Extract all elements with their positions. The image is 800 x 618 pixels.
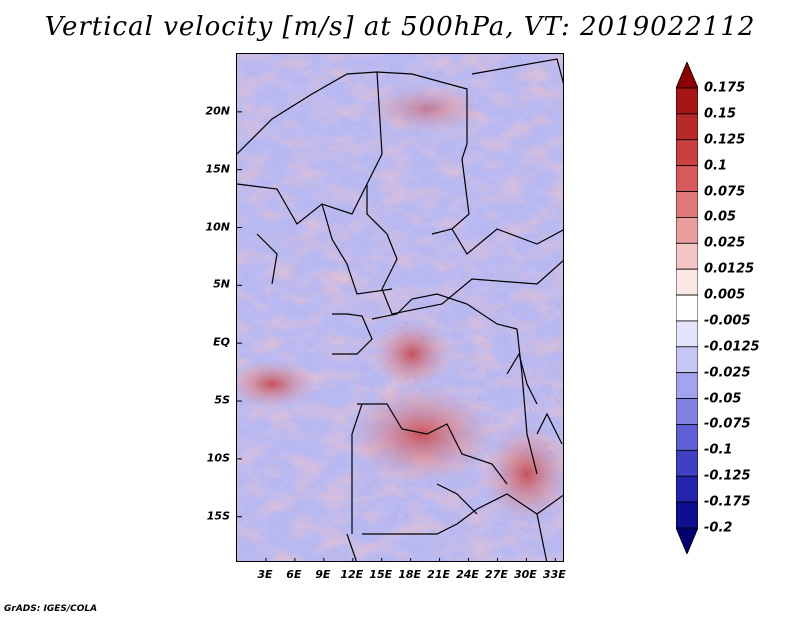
colorbar-label: -0.005 — [704, 313, 751, 329]
lon-tick-label: 18E — [398, 568, 422, 581]
lon-tick-label: 21E — [427, 568, 450, 581]
grads-credit: GrADS: IGES/COLA — [4, 604, 98, 614]
colorbar-swatch — [676, 398, 698, 425]
lon-tick-label: 33E — [542, 568, 566, 581]
colorbar-swatch — [676, 191, 698, 218]
colorbar-label: -0.05 — [704, 391, 742, 407]
colorbar-label: 0.0125 — [704, 261, 755, 277]
colorbar-label: 0.15 — [704, 106, 737, 122]
colorbar-swatch — [676, 320, 698, 348]
lon-tick-label: 6E — [286, 568, 302, 581]
colorbar-label: 0.125 — [704, 132, 746, 148]
lon-tick-label: 9E — [315, 568, 331, 581]
colorbar-label: 0.175 — [704, 80, 746, 96]
colorbar-label: -0.125 — [704, 468, 751, 484]
vertical-velocity-map — [236, 53, 564, 562]
lon-tick-label: 12E — [340, 568, 364, 581]
lat-tick-label: 20N — [205, 104, 230, 118]
lat-tick-label: 15S — [206, 509, 230, 523]
colorbar-swatch — [676, 449, 698, 477]
colorbar-swatch — [676, 87, 698, 115]
colorbar-swatch — [676, 113, 698, 141]
colorbar-label: 0.025 — [704, 235, 746, 251]
colorbar-swatch — [676, 62, 698, 89]
colorbar-swatch — [676, 268, 698, 296]
colorbar-swatch — [676, 372, 698, 399]
colorbar-swatch — [676, 501, 698, 529]
colorbar — [676, 62, 698, 554]
lat-tick-label: 10S — [206, 451, 230, 465]
colorbar-swatch — [676, 527, 698, 554]
colorbar-label: -0.0125 — [704, 339, 760, 355]
lat-tick-label: 5S — [214, 393, 230, 407]
colorbar-label: 0.05 — [704, 209, 737, 225]
lon-tick-label: 15E — [369, 568, 393, 581]
lat-tick-label: EQ — [213, 335, 230, 349]
lon-tick-label: 30E — [513, 568, 537, 581]
colorbar-label: -0.025 — [704, 365, 751, 381]
lat-tick-label: 15N — [205, 162, 230, 176]
colorbar-swatch — [676, 217, 698, 244]
lat-tick-label: 5N — [213, 277, 230, 291]
colorbar-label: -0.2 — [704, 520, 733, 536]
colorbar-swatch — [676, 346, 698, 374]
lon-tick-label: 27E — [485, 568, 508, 581]
lat-tick-label: 10N — [205, 220, 230, 234]
chart-title: Vertical velocity [m/s] at 500hPa, VT: 2… — [44, 12, 756, 42]
colorbar-label: 0.075 — [704, 184, 746, 200]
colorbar-swatch — [676, 139, 698, 167]
colorbar-swatch — [676, 475, 698, 503]
colorbar-swatch — [676, 294, 698, 322]
colorbar-label: 0.1 — [704, 158, 728, 174]
colorbar-label: -0.075 — [704, 416, 751, 432]
colorbar-swatch — [676, 424, 698, 451]
lon-tick-label: 24E — [456, 568, 479, 581]
colorbar-label: 0.005 — [704, 287, 746, 303]
colorbar-label: -0.175 — [704, 494, 751, 510]
velocity-field — [237, 54, 563, 561]
colorbar-label: -0.1 — [704, 442, 733, 458]
colorbar-swatch — [676, 242, 698, 270]
colorbar-swatch — [676, 165, 698, 192]
lon-tick-label: 3E — [257, 568, 273, 581]
